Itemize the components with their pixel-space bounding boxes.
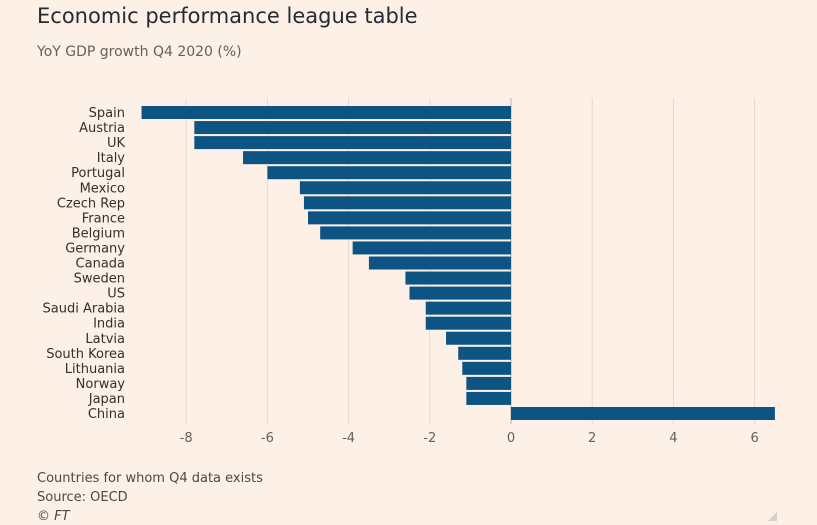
category-label: Belgium xyxy=(72,226,125,241)
category-label: France xyxy=(82,211,125,226)
bar-india xyxy=(425,316,511,330)
category-label: Austria xyxy=(79,121,125,136)
bars xyxy=(141,106,775,420)
x-tick-label: 4 xyxy=(669,431,677,446)
bar-spain xyxy=(141,106,512,119)
category-label: China xyxy=(88,407,125,422)
x-tick-label: -6 xyxy=(261,431,274,446)
category-label: India xyxy=(93,317,125,332)
bar-austria xyxy=(194,121,511,135)
chart-subtitle: YoY GDP growth Q4 2020 (%) xyxy=(37,44,242,60)
x-tick-label: 6 xyxy=(750,431,758,446)
copyright-note: © FT xyxy=(37,509,70,524)
bar-italy xyxy=(243,151,512,165)
category-label: Czech Rep xyxy=(57,196,125,211)
bar-norway xyxy=(466,376,511,390)
category-label: Italy xyxy=(97,151,126,166)
category-label: Portugal xyxy=(71,166,125,181)
x-tick-label: 0 xyxy=(507,431,515,446)
resize-grip-icon xyxy=(768,512,777,521)
category-label: Spain xyxy=(89,106,125,121)
bar-canada xyxy=(368,256,511,270)
category-label: Mexico xyxy=(80,181,125,196)
bar-france xyxy=(308,211,511,225)
category-label: Norway xyxy=(76,377,126,392)
bar-latvia xyxy=(446,331,511,345)
x-tick-label: -2 xyxy=(423,431,436,446)
category-label: Latvia xyxy=(85,332,125,347)
bar-uk xyxy=(194,136,511,150)
bar-saudi-arabia xyxy=(425,301,511,315)
category-label: South Korea xyxy=(46,347,125,362)
bar-japan xyxy=(466,391,511,405)
category-label: UK xyxy=(107,136,126,151)
x-tick-label: -8 xyxy=(180,431,193,446)
x-tick-label: 2 xyxy=(588,431,596,446)
category-label: Germany xyxy=(65,241,125,256)
bar-belgium xyxy=(320,226,511,240)
category-label: US xyxy=(107,287,125,302)
bar-lithuania xyxy=(462,361,511,375)
category-label: Japan xyxy=(88,392,125,407)
bar-sweden xyxy=(405,271,511,285)
chart-title: Economic performance league table xyxy=(37,4,418,28)
bar-mexico xyxy=(299,181,511,195)
category-label: Sweden xyxy=(74,272,125,287)
category-label: Canada xyxy=(76,257,125,272)
bar-south-korea xyxy=(458,346,511,360)
x-tick-label: -4 xyxy=(342,431,355,446)
source-note: Source: OECD xyxy=(37,490,128,505)
category-label: Lithuania xyxy=(65,362,125,377)
bar-us xyxy=(409,286,511,300)
category-label: Saudi Arabia xyxy=(43,302,126,317)
footnote: Countries for whom Q4 data exists xyxy=(37,471,263,486)
x-axis-tick-labels: -8 -6 -4 -2 0 2 4 6 xyxy=(180,431,759,446)
bar-portugal xyxy=(267,166,511,180)
bar-germany xyxy=(352,241,511,255)
bar-china xyxy=(511,407,775,420)
bar-czech-rep xyxy=(303,196,511,210)
